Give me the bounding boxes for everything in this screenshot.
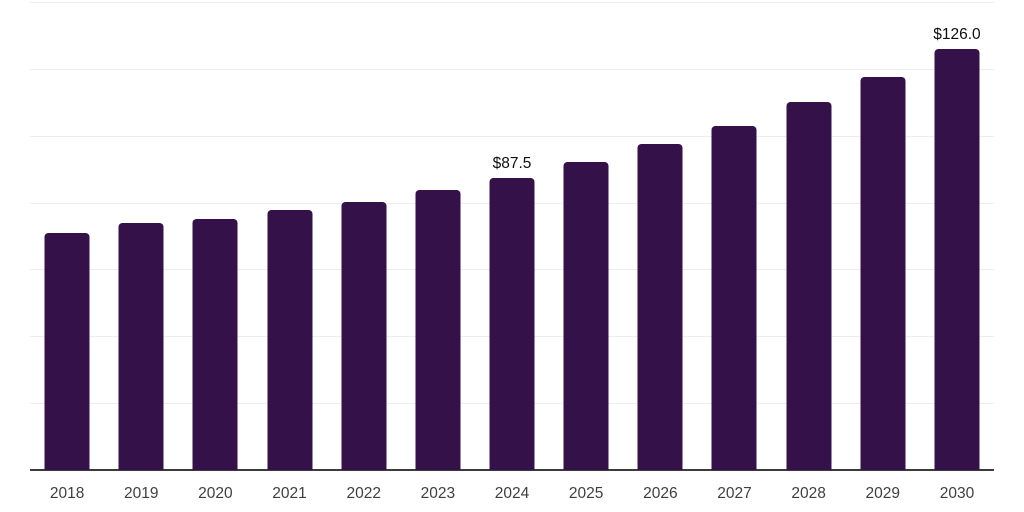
x-tick-label-2026: 2026 [643,485,678,502]
x-tick-label-2029: 2029 [865,485,901,502]
x-tick-label-2018: 2018 [49,485,85,502]
x-tick-label-2022: 2022 [346,485,381,502]
gridline-140 [30,2,994,3]
bar-2028[interactable] [786,102,832,470]
bar-2020[interactable] [192,218,238,470]
band-2023 [401,2,475,470]
gridline-100 [30,135,994,137]
x-tick-label-2025: 2025 [568,485,604,502]
band-2019 [104,2,178,470]
band-2018 [30,2,104,470]
x-tick-label-2027: 2027 [717,485,752,502]
x-tick-label-2019: 2019 [123,485,159,502]
band-2027 [697,2,771,470]
bar-2027[interactable] [711,125,757,470]
band-2020 [178,2,252,470]
band-2021 [252,2,326,470]
x-tick-label-2030: 2030 [939,485,975,502]
band-2029 [846,2,920,470]
bar-series: $87.5 $126.0 [30,2,994,470]
x-axis-tick-labels: 2018 2019 2020 2021 2022 2023 2024 2025 2026 2027… [30,486,994,502]
band-2030: $126.0 [920,2,994,470]
bar-2019[interactable] [118,223,164,470]
bar-2018[interactable] [44,233,90,470]
x-tick-label-2020: 2020 [198,485,233,502]
x-axis-line [30,469,994,471]
bar-2022[interactable] [341,201,387,470]
x-tick-label-2023: 2023 [420,485,456,502]
x-tick-label-2024: 2024 [494,485,530,502]
gridline-120 [30,68,994,70]
band-2026 [623,2,697,470]
x-tick-label-2028: 2028 [791,485,826,502]
band-2022 [327,2,401,470]
bar-2030[interactable] [934,48,980,470]
band-2025 [549,2,623,470]
bar-value-label-2024: $87.5 [492,155,532,172]
x-tick-label-2021: 2021 [272,485,307,502]
bar-2021[interactable] [267,210,313,470]
bar-2025[interactable] [563,161,609,470]
band-2028 [772,2,846,470]
bar-2024[interactable] [489,177,535,470]
bar-2023[interactable] [415,189,461,470]
bar-2029[interactable] [860,77,906,470]
band-2024: $87.5 [475,2,549,470]
bar-value-label-2030: $126.0 [933,26,981,44]
bar-2026[interactable] [637,144,683,470]
